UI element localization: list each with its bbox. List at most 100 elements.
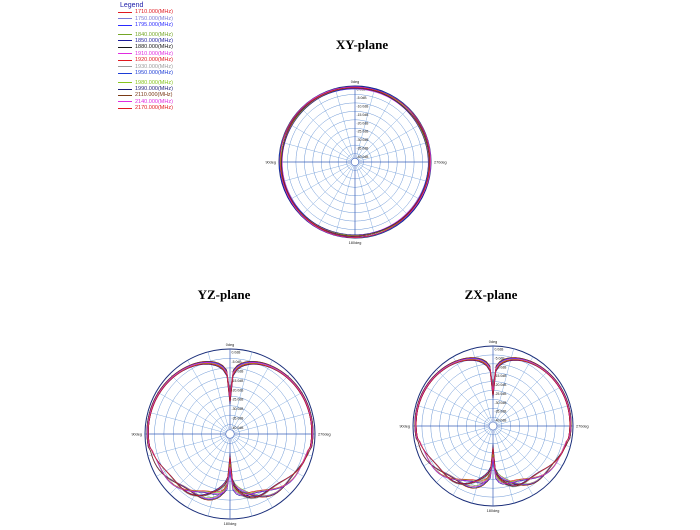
grid-spoke xyxy=(495,428,550,483)
legend-entry: 1795.000(MHz) xyxy=(118,22,173,28)
grid-spoke xyxy=(335,165,355,236)
grid-spoke xyxy=(316,96,354,159)
legend-entry: 1990.000(MHz) xyxy=(118,86,173,92)
grid-spoke xyxy=(147,411,226,434)
legend-entry: 1930.000(MHz) xyxy=(118,64,173,70)
grid-spoke xyxy=(415,426,490,447)
grid-spoke xyxy=(234,434,313,457)
grid-spoke xyxy=(436,369,491,424)
legend-entries: 1710.000(MHz) 1750.000(MHz) 1795.000(MHz) 1… xyxy=(118,9,173,112)
legend-entry: 1880.000(MHz) xyxy=(118,44,173,50)
angle-label-right: 270deg xyxy=(318,433,331,437)
legend-swatch xyxy=(118,40,132,42)
legend-swatch xyxy=(118,34,132,36)
pattern-trace xyxy=(146,361,314,501)
center-hub xyxy=(488,421,498,431)
legend-swatch xyxy=(118,66,132,68)
radial-tick-label: -30.0dB xyxy=(357,138,370,142)
grid-spoke xyxy=(493,429,514,504)
angle-label-top: 0deg xyxy=(351,80,359,84)
grid-spoke xyxy=(472,429,493,504)
legend-entry: 2140.000(MHz) xyxy=(118,99,173,105)
radial-tick-label: -10.0dB xyxy=(232,369,245,373)
angle-label-top: 0deg xyxy=(226,343,234,347)
legend-entry: 1750.000(MHz) xyxy=(118,15,173,22)
legend-label: 2170.000(MHz) xyxy=(135,105,173,112)
legend-swatch xyxy=(118,18,132,20)
grid-spoke xyxy=(357,164,409,216)
grid-spoke xyxy=(232,373,291,432)
radial-tick-label: -40.0dB xyxy=(495,419,508,423)
yz-plane-polar-chart: 0.0dB -5.0dB -10.0dB -15.0dB -20.0dB -25.0dB -… xyxy=(131,343,330,526)
pattern-trace xyxy=(415,359,571,486)
radial-tick-label: -10.0dB xyxy=(357,104,370,108)
legend: Legend 1710.000(MHz) 1750.000(MHz) 1795.00… xyxy=(118,2,173,112)
grid-spoke xyxy=(452,429,492,496)
grid-spoke xyxy=(496,385,563,425)
radial-tick-label: -25.0dB xyxy=(232,398,245,402)
radial-tick-label: -5.0dB xyxy=(495,356,506,360)
legend-entry: 2110.000(MHz) xyxy=(118,92,173,98)
pattern-trace xyxy=(280,87,430,237)
grid-spoke xyxy=(356,96,394,159)
radial-tick-label: -35.0dB xyxy=(495,410,508,414)
grid-spoke xyxy=(335,88,355,159)
radial-tick-label: -30.0dB xyxy=(232,407,245,411)
legend-label: 1920.000(MHz) xyxy=(135,57,173,64)
angle-label-right: 270deg xyxy=(576,425,589,429)
zx-plane-title: ZX-plane xyxy=(464,287,518,302)
center-hub xyxy=(225,429,235,439)
zx-plane-polar-chart: 0.0dB -5.0dB -10.0dB -15.0dB -20.0dB -25.0dB -… xyxy=(399,340,588,513)
pattern-trace xyxy=(281,88,430,237)
grid-spoke xyxy=(147,434,226,457)
legend-label: 1950.000(MHz) xyxy=(135,70,173,77)
radial-tick-label: 0.0dB xyxy=(232,351,242,355)
legend-label: 1880.000(MHz) xyxy=(135,44,173,51)
angle-label-right: 270deg xyxy=(434,161,447,165)
grid-spoke xyxy=(355,165,375,236)
grid-spoke xyxy=(423,427,490,467)
legend-swatch xyxy=(118,107,132,109)
angle-label-left: 90deg xyxy=(399,425,410,429)
legend-label: 1795.000(MHz) xyxy=(135,22,173,29)
grid-spoke xyxy=(156,391,227,433)
legend-swatch xyxy=(118,82,132,84)
grid-spoke xyxy=(355,88,375,159)
legend-swatch xyxy=(118,88,132,90)
pattern-trace xyxy=(148,363,312,498)
grid-spoke xyxy=(358,142,429,162)
legend-entry: 1980.000(MHz) xyxy=(118,79,173,86)
grid-spoke xyxy=(289,163,352,201)
legend-label: 1980.000(MHz) xyxy=(135,79,173,86)
legend-label: 2110.000(MHz) xyxy=(135,92,173,99)
legend-entry: 1850.000(MHz) xyxy=(118,38,173,44)
grid-spoke xyxy=(233,391,304,433)
grid-spoke xyxy=(495,369,550,424)
legend-label: 1990.000(MHz) xyxy=(135,86,173,93)
legend-entry: 1840.000(MHz) xyxy=(118,31,173,38)
pattern-trace xyxy=(415,358,571,484)
legend-label: 1850.000(MHz) xyxy=(135,37,173,44)
legend-swatch xyxy=(118,94,132,96)
grid-spoke xyxy=(281,162,352,182)
pattern-trace xyxy=(280,87,429,236)
radial-tick-label: -35.0dB xyxy=(232,417,245,421)
grid-spoke xyxy=(358,163,421,201)
grid-spoke xyxy=(356,165,394,228)
radial-tick-label: -35.0dB xyxy=(357,147,370,151)
grid-spoke xyxy=(187,360,229,431)
legend-label: 2140.000(MHz) xyxy=(135,98,173,105)
radial-tick-label: -15.0dB xyxy=(495,374,508,378)
legend-label: 1910.000(MHz) xyxy=(135,50,173,57)
angle-label-bottom: 180deg xyxy=(224,522,237,526)
radial-tick-label: -15.0dB xyxy=(357,113,370,117)
pattern-trace xyxy=(281,87,429,236)
legend-swatch xyxy=(118,101,132,103)
radial-tick-label: -30.0dB xyxy=(495,401,508,405)
legend-swatch xyxy=(118,59,132,61)
pattern-trace xyxy=(279,86,431,238)
grid-spoke xyxy=(207,438,230,517)
pattern-trace xyxy=(147,362,313,496)
pattern-trace xyxy=(414,357,572,489)
radial-tick-label: -20.0dB xyxy=(357,121,370,125)
